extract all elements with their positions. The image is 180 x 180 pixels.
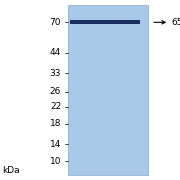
Text: 22: 22 [50,102,61,111]
Text: kDa: kDa [2,166,19,175]
Bar [70,20,140,24]
Bar [68,5,148,175]
Text: 10: 10 [50,157,61,166]
Text: 65kDa: 65kDa [171,18,180,27]
Text: 44: 44 [50,48,61,57]
Text: 14: 14 [50,140,61,149]
Text: 70: 70 [50,18,61,27]
Text: 26: 26 [50,87,61,96]
Text: 18: 18 [50,119,61,128]
Text: 33: 33 [50,69,61,78]
